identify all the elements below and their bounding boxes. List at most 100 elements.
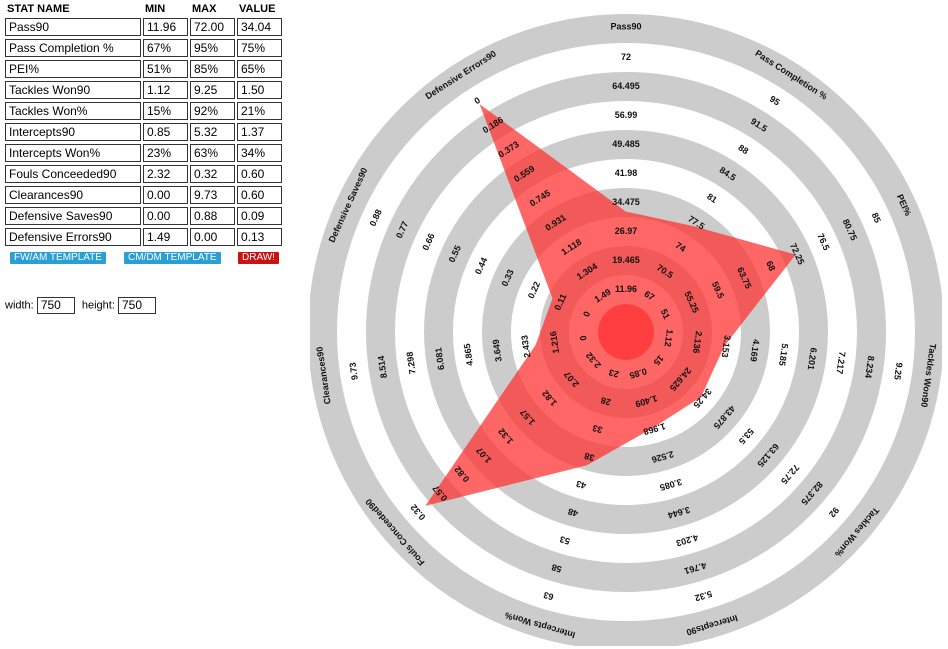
stat-name-field[interactable]: Tackles Won90 — [5, 81, 141, 99]
value-field[interactable]: 1.50 — [237, 81, 282, 99]
radar-tick-label: 3.153 — [720, 335, 733, 359]
min-field[interactable]: 0.00 — [143, 207, 188, 225]
draw-button[interactable]: DRAW! — [238, 252, 279, 264]
max-field[interactable]: 0.32 — [190, 165, 235, 183]
stat-cell: 0.00 — [143, 186, 188, 204]
radar-polygon-group — [425, 104, 796, 506]
radar-tick-label: 53.5 — [737, 426, 756, 446]
stat-row: PEI% 51% 85% 65% — [5, 60, 282, 78]
max-field[interactable]: 9.25 — [190, 81, 235, 99]
fw-am-template-button[interactable]: FW/AM TEMPLATE — [10, 252, 106, 264]
stat-cell: 9.25 — [190, 81, 235, 99]
value-field[interactable]: 1.37 — [237, 123, 282, 141]
value-field[interactable]: 0.60 — [237, 186, 282, 204]
value-field[interactable]: 0.60 — [237, 165, 282, 183]
stat-cell: Defensive Saves90 — [5, 207, 141, 225]
value-field[interactable]: 0.13 — [237, 228, 282, 246]
value-field[interactable]: 34.04 — [237, 18, 282, 36]
width-label: width: — [5, 299, 34, 312]
stat-cell: Pass Completion % — [5, 39, 141, 57]
stat-name-field[interactable]: Tackles Won% — [5, 102, 141, 120]
radar-tick-label: 4.203 — [675, 532, 699, 548]
min-field[interactable]: 0.85 — [143, 123, 188, 141]
max-field[interactable]: 0.00 — [190, 228, 235, 246]
min-field[interactable]: 11.96 — [143, 18, 188, 36]
min-field[interactable]: 23% — [143, 144, 188, 162]
stat-cell: 0.13 — [237, 228, 282, 246]
radar-tick-label: 1.12 — [663, 329, 675, 348]
max-field[interactable]: 5.32 — [190, 123, 235, 141]
stat-name-field[interactable]: Clearances90 — [5, 186, 141, 204]
stat-cell: 63% — [190, 144, 235, 162]
stat-row: Intercepts Won% 23% 63% 34% — [5, 144, 282, 162]
value-field[interactable]: 34% — [237, 144, 282, 162]
min-field[interactable]: 15% — [143, 102, 188, 120]
min-field[interactable]: 67% — [143, 39, 188, 57]
radar-tick-label: 0.88 — [368, 208, 384, 228]
stat-row: Tackles Won% 15% 92% 21% — [5, 102, 282, 120]
stat-row: Tackles Won90 1.12 9.25 1.50 — [5, 81, 282, 99]
template-buttons: FW/AM TEMPLATE CM/DM TEMPLATE DRAW! — [5, 252, 284, 266]
radar-tick-label: 48 — [567, 506, 579, 518]
stat-cell: 5.32 — [190, 123, 235, 141]
stat-cell: 2.32 — [143, 165, 188, 183]
width-input[interactable]: 750 — [36, 297, 75, 314]
radar-tick-label: 0.66 — [420, 232, 436, 252]
min-field[interactable]: 51% — [143, 60, 188, 78]
stat-name-field[interactable]: PEI% — [5, 60, 141, 78]
stat-name-field[interactable]: Pass Completion % — [5, 39, 141, 57]
stat-name-field[interactable]: Defensive Saves90 — [5, 207, 141, 225]
radar-tick-label: 76.5 — [815, 232, 831, 252]
radar-tick-label: 0 — [581, 310, 592, 319]
stats-panel: STAT NAME MIN MAX VALUE Pass90 11.96 72.00… — [5, 0, 284, 314]
radar-tick-label: 2.136 — [691, 330, 704, 354]
max-field[interactable]: 92% — [190, 102, 235, 120]
value-field[interactable]: 75% — [237, 39, 282, 57]
max-field[interactable]: 9.73 — [190, 186, 235, 204]
radar-tick-label: 23 — [608, 367, 620, 379]
min-field[interactable]: 0.00 — [143, 186, 188, 204]
radar-tick-label: 19.465 — [612, 255, 640, 265]
radar-tick-label: 7.298 — [405, 351, 418, 375]
cm-dm-template-button[interactable]: CM/DM TEMPLATE — [124, 252, 221, 264]
min-field[interactable]: 2.32 — [143, 165, 188, 183]
value-field[interactable]: 21% — [237, 102, 282, 120]
stat-cell: 34% — [237, 144, 282, 162]
max-field[interactable]: 0.88 — [190, 207, 235, 225]
stat-name-field[interactable]: Defensive Errors90 — [5, 228, 141, 246]
radar-tick-label: 1.216 — [548, 330, 561, 354]
stat-cell: 1.12 — [143, 81, 188, 99]
stat-name-field[interactable]: Intercepts90 — [5, 123, 141, 141]
size-controls: width: 750 height: 750 — [5, 297, 160, 314]
max-field[interactable]: 63% — [190, 144, 235, 162]
stat-cell: PEI% — [5, 60, 141, 78]
stat-cell: 1.49 — [143, 228, 188, 246]
min-field[interactable]: 1.12 — [143, 81, 188, 99]
stat-row: Pass Completion % 67% 95% 75% — [5, 39, 282, 57]
max-field[interactable]: 85% — [190, 60, 235, 78]
radar-tick-label: 8.514 — [376, 355, 389, 379]
radar-tick-label: 74 — [674, 240, 688, 254]
radar-tick-label: 33 — [591, 423, 603, 435]
value-field[interactable]: 0.09 — [237, 207, 282, 225]
value-field[interactable]: 65% — [237, 60, 282, 78]
radar-ring — [482, 188, 770, 476]
stat-row: Defensive Saves90 0.00 0.88 0.09 — [5, 207, 282, 225]
stat-name-field[interactable]: Pass90 — [5, 18, 141, 36]
stat-cell: Pass90 — [5, 18, 141, 36]
stat-cell: 11.96 — [143, 18, 188, 36]
stat-row: Clearances90 0.00 9.73 0.60 — [5, 186, 282, 204]
stat-cell: 0.85 — [143, 123, 188, 141]
radar-tick-label: 11.96 — [615, 284, 637, 294]
height-input[interactable]: 750 — [117, 297, 156, 314]
stat-cell: 0.88 — [190, 207, 235, 225]
stat-cell: 51% — [143, 60, 188, 78]
stat-name-field[interactable]: Intercepts Won% — [5, 144, 141, 162]
max-field[interactable]: 72.00 — [190, 18, 235, 36]
min-field[interactable]: 1.49 — [143, 228, 188, 246]
stat-cell: Fouls Conceeded90 — [5, 165, 141, 183]
stat-name-field[interactable]: Fouls Conceeded90 — [5, 165, 141, 183]
radar-tick-label: 9.25 — [892, 362, 904, 381]
max-field[interactable]: 95% — [190, 39, 235, 57]
radar-tick-label: 0.85 — [628, 366, 648, 381]
